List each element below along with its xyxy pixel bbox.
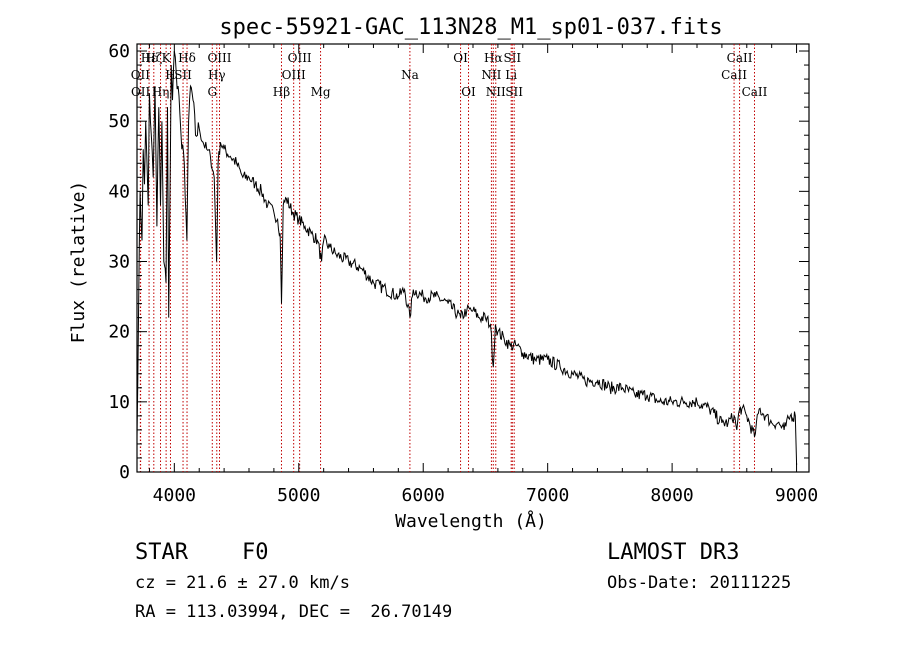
line-label: Mg bbox=[311, 85, 331, 99]
x-tick-label: 9000 bbox=[775, 485, 818, 506]
y-axis-label: Flux (relative) bbox=[68, 181, 89, 344]
y-tick-label: 10 bbox=[108, 392, 130, 413]
y-tick-label: 0 bbox=[119, 462, 130, 483]
line-label: OI bbox=[453, 51, 468, 65]
line-label: Hγ bbox=[208, 68, 226, 82]
y-tick-label: 30 bbox=[108, 252, 130, 273]
y-tick-label: 50 bbox=[108, 111, 130, 132]
line-label: CaII bbox=[721, 68, 747, 82]
redshift-value: cz = 21.6 ± 27.0 km/s bbox=[135, 573, 350, 593]
line-label: NII bbox=[481, 68, 501, 82]
x-axis-label: Wavelength (Å) bbox=[395, 510, 547, 532]
x-tick-label: 5000 bbox=[277, 485, 320, 506]
line-label: H bbox=[165, 68, 175, 82]
line-label: NII bbox=[486, 85, 506, 99]
flux-series-line bbox=[136, 50, 798, 466]
y-tick-label: 40 bbox=[108, 181, 130, 202]
x-tick-label: 8000 bbox=[650, 485, 693, 506]
line-label: CaII bbox=[742, 85, 768, 99]
spectral-subclass: F0 bbox=[242, 540, 269, 565]
line-label: Hδ bbox=[178, 51, 196, 65]
chart-title: spec-55921-GAC_113N28_M1_sp01-037.fits bbox=[219, 15, 722, 40]
coordinates: RA = 113.03994, DEC = 26.70149 bbox=[135, 602, 453, 622]
line-label: SII bbox=[503, 51, 521, 65]
line-label: Hζ bbox=[145, 51, 162, 65]
line-label: Hβ bbox=[273, 85, 290, 99]
line-label: Li bbox=[505, 68, 517, 82]
survey-name: LAMOST DR3 bbox=[607, 540, 740, 565]
object-type: STAR bbox=[135, 540, 188, 565]
line-label: Hα bbox=[484, 51, 503, 65]
line-label: OIII bbox=[288, 51, 312, 65]
line-label: OI bbox=[461, 85, 476, 99]
line-label: OIII bbox=[282, 68, 306, 82]
line-label: OII bbox=[131, 85, 151, 99]
line-label: K bbox=[162, 51, 172, 65]
line-label: SII bbox=[505, 85, 523, 99]
line-label: OII bbox=[131, 68, 151, 82]
line-label: G bbox=[207, 85, 217, 99]
plot-frame bbox=[136, 43, 810, 473]
line-label: SII bbox=[174, 68, 192, 82]
line-label: Hη bbox=[152, 85, 170, 99]
line-label: OIII bbox=[207, 51, 231, 65]
line-label: Na bbox=[401, 68, 419, 82]
line-label: Hε bbox=[141, 51, 158, 65]
x-tick-label: 7000 bbox=[526, 485, 569, 506]
axis-ticks: 4000 5000 6000 7000 8000 9000 0 10 20 30 40 50 60 bbox=[108, 41, 818, 506]
line-label: CaII bbox=[727, 51, 753, 65]
x-tick-label: 6000 bbox=[402, 485, 445, 506]
y-tick-label: 60 bbox=[108, 41, 130, 62]
x-tick-label: 4000 bbox=[153, 485, 196, 506]
y-tick-label: 20 bbox=[108, 322, 130, 343]
observation-date: Obs-Date: 20111225 bbox=[607, 573, 792, 593]
